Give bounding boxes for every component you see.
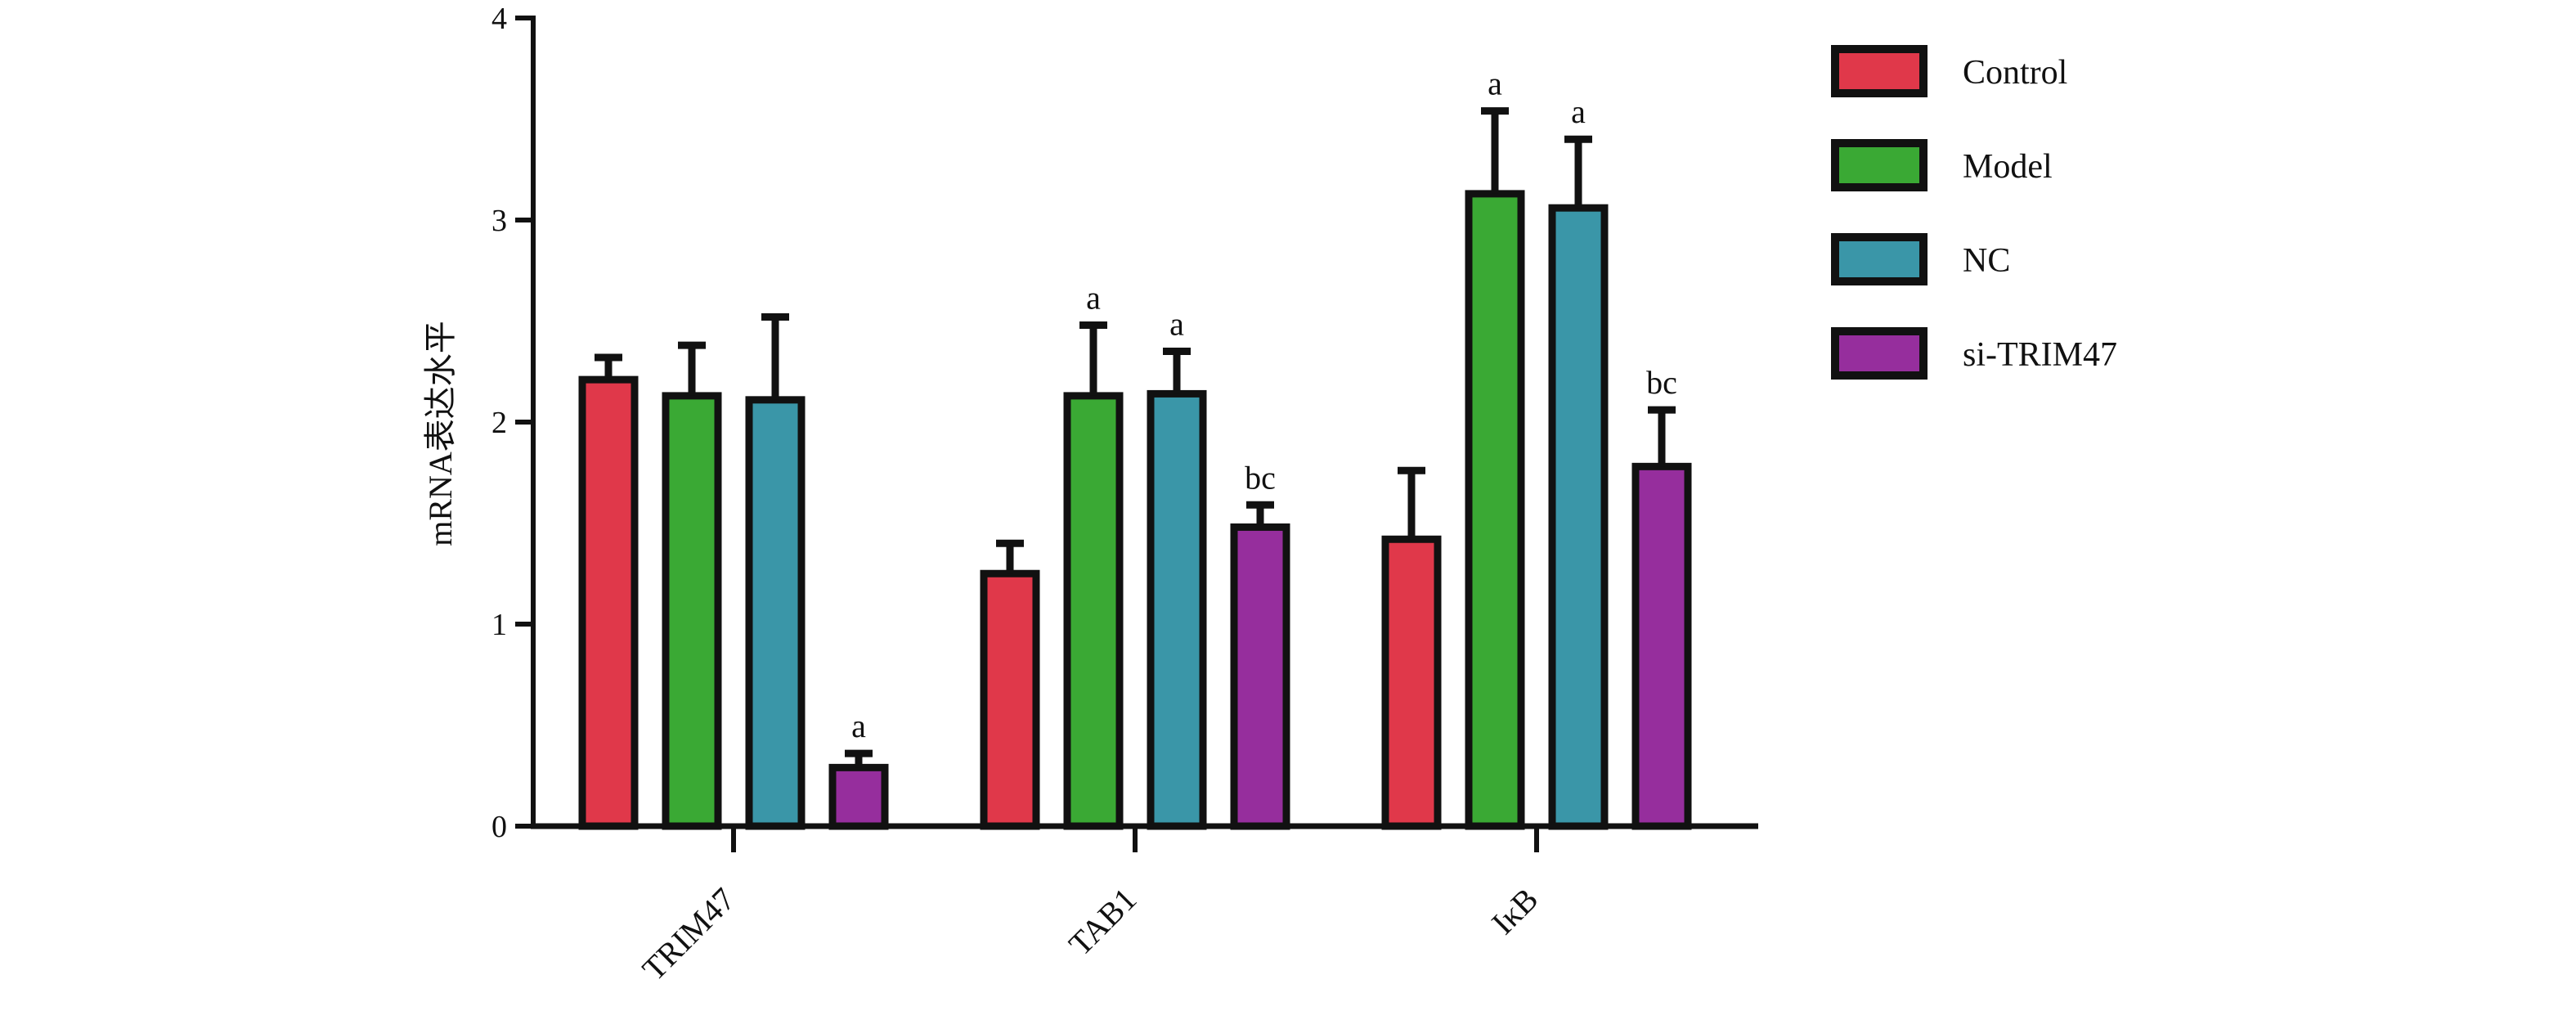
bars — [578, 190, 1692, 830]
legend-swatch-control — [1831, 45, 1928, 97]
y-axis-label: mRNA表达水平 — [422, 321, 459, 546]
y-axis: 0 1 2 3 4 — [491, 2, 536, 844]
bar-model — [1063, 392, 1124, 830]
legend-label: Model — [1963, 148, 2053, 186]
legend-swatch-si-trim47 — [1831, 327, 1928, 380]
legend: Control Model NC si-TRIM47 — [1831, 45, 2117, 380]
error-bars — [595, 107, 1676, 768]
significance-label: a — [851, 708, 866, 744]
bar-si-trim47 — [828, 763, 889, 830]
significance-label: a — [1086, 279, 1101, 316]
x-category-label: IκB — [1484, 881, 1545, 941]
legend-label: NC — [1963, 242, 2010, 280]
bar-control — [980, 569, 1040, 830]
bar-nc — [1147, 389, 1207, 830]
legend-swatch-model — [1831, 139, 1928, 191]
y-tick-label: 0 — [491, 810, 507, 844]
bar-si-trim47 — [1631, 462, 1692, 830]
y-tick-label: 2 — [491, 406, 507, 440]
bar-control — [578, 375, 639, 830]
legend-swatch-nc — [1831, 233, 1928, 285]
significance-labels: a a a bc a a bc — [851, 65, 1677, 744]
bar-nc — [1548, 204, 1609, 830]
bar-si-trim47 — [1230, 523, 1290, 830]
y-tick-label: 4 — [491, 2, 507, 36]
x-axis: TRIM47 TAB1 IκB — [531, 823, 1758, 988]
legend-label: si-TRIM47 — [1963, 336, 2117, 374]
significance-label: a — [1571, 93, 1586, 130]
bar-model — [1465, 190, 1525, 830]
significance-label: bc — [1646, 364, 1677, 401]
y-tick-label: 1 — [491, 608, 507, 642]
bar-model — [662, 392, 722, 830]
bar-nc — [745, 396, 806, 830]
x-category-label: TAB1 — [1061, 881, 1143, 963]
significance-label: a — [1169, 306, 1184, 343]
legend-label: Control — [1963, 54, 2067, 92]
y-tick-label: 3 — [491, 204, 507, 238]
x-category-label: TRIM47 — [635, 881, 743, 988]
significance-label: a — [1488, 65, 1502, 102]
significance-label: bc — [1245, 459, 1276, 496]
bar-control — [1381, 535, 1442, 830]
